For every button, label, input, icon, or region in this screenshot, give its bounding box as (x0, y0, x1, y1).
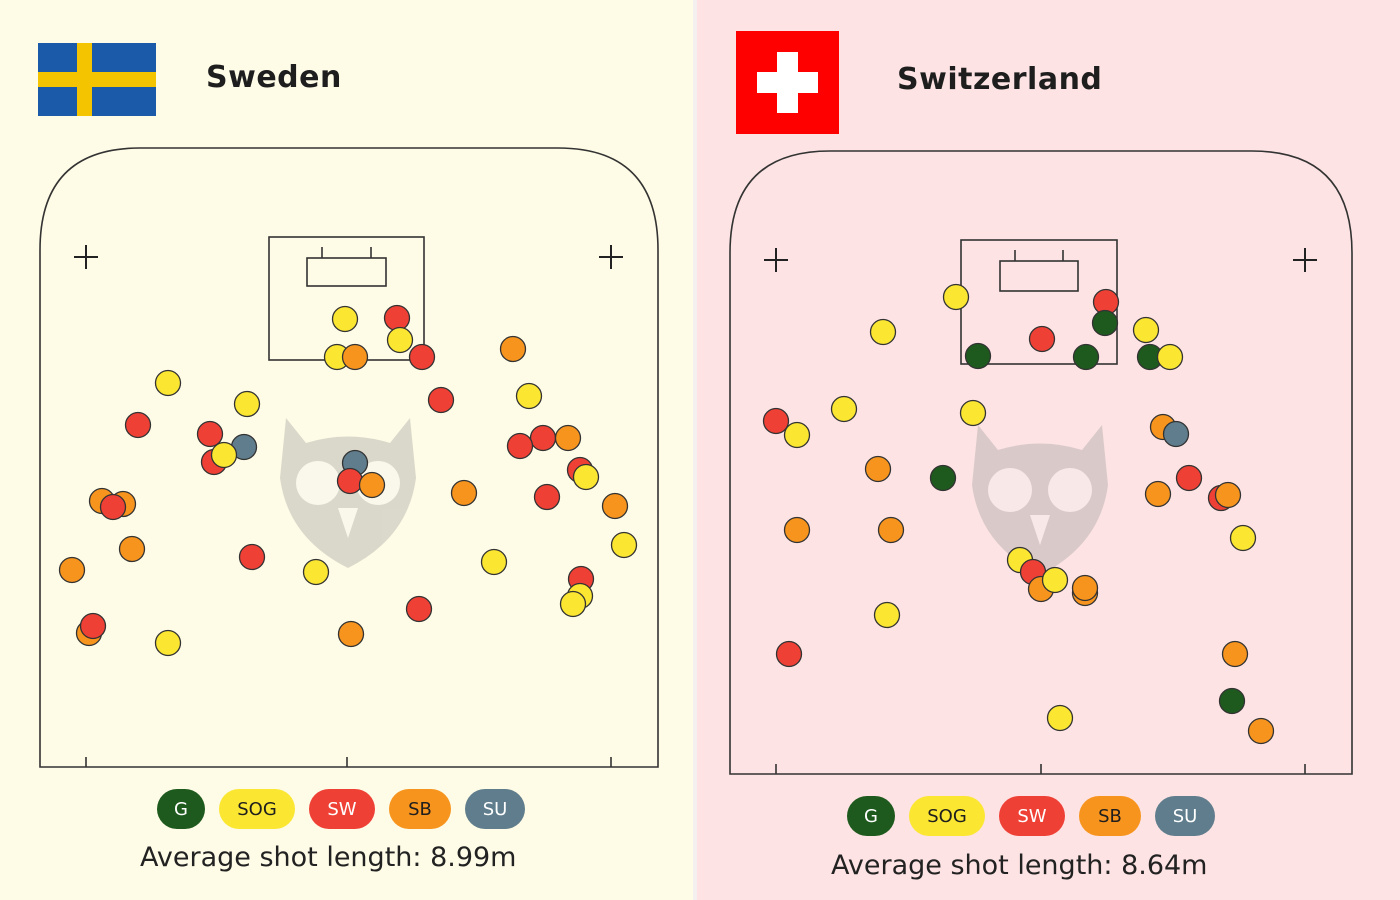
legend-g: G (157, 789, 205, 829)
shot-point-sb (864, 455, 892, 483)
sweden-legend: G SOG SW SB SU (157, 789, 525, 829)
shot-point-sog (233, 390, 261, 418)
shot-point-sw (196, 420, 224, 448)
shot-point-sw (124, 411, 152, 439)
shot-point-g (1091, 309, 1119, 337)
shot-point-sw (1175, 464, 1203, 492)
shot-point-sw (383, 304, 411, 332)
shot-point-sog (154, 629, 182, 657)
switzerland-legend: G SOG SW SB SU (847, 796, 1215, 836)
shot-point-sog (783, 421, 811, 449)
legend-g: G (847, 796, 895, 836)
shot-point-su (1162, 420, 1190, 448)
shot-point-sb (554, 424, 582, 452)
switzerland-shot-map (729, 150, 1353, 775)
shot-point-sb (1144, 480, 1172, 508)
shot-point-sw (336, 467, 364, 495)
sweden-panel: Sweden G SOG SW SB SU Average s (0, 0, 693, 900)
shot-point-sb (1214, 481, 1242, 509)
faceoff-marks (74, 245, 623, 269)
shot-point-g (929, 464, 957, 492)
switzerland-flag-icon (736, 31, 839, 134)
shot-point-sog (1132, 316, 1160, 344)
shot-point-sw (1028, 325, 1056, 353)
legend-su: SU (1155, 796, 1215, 836)
legend-sb: SB (389, 789, 451, 829)
rink-outline (39, 147, 659, 768)
shot-point-g (964, 342, 992, 370)
sweden-shot-points (58, 304, 638, 657)
shot-point-sw (408, 343, 436, 371)
shot-point-sb (1071, 574, 1099, 602)
shot-point-sog (1229, 524, 1257, 552)
shot-point-sb (450, 479, 478, 507)
shot-point-sw (99, 493, 127, 521)
team-name-switzerland: Switzerland (897, 62, 1103, 97)
shot-point-sog (830, 395, 858, 423)
team-name-sweden: Sweden (206, 60, 342, 95)
shot-point-sw (533, 483, 561, 511)
shot-point-sog (515, 382, 543, 410)
shot-point-sog (572, 463, 600, 491)
owl-watermark (972, 425, 1108, 575)
shot-point-sb (358, 471, 386, 499)
switzerland-shot-points (762, 283, 1275, 745)
shot-point-sog (959, 399, 987, 427)
shot-point-sw (238, 543, 266, 571)
switzerland-panel: Switzerland G SOG SW SB SU Aver (697, 0, 1400, 900)
shot-point-sog (386, 326, 414, 354)
legend-sog: SOG (219, 789, 295, 829)
shot-point-sb (337, 620, 365, 648)
shot-point-sw (427, 386, 455, 414)
shot-point-sb (1221, 640, 1249, 668)
shot-point-sw (775, 640, 803, 668)
legend-su: SU (465, 789, 525, 829)
shot-point-sog (210, 441, 238, 469)
shot-point-g (1218, 687, 1246, 715)
shot-point-sog (1156, 343, 1184, 371)
shot-point-sog (559, 590, 587, 618)
sweden-shot-map (39, 147, 659, 768)
switzerland-average-shot-length: Average shot length: 8.64m (831, 850, 1208, 881)
panel-divider (693, 0, 697, 900)
shot-point-sb (118, 535, 146, 563)
shot-point-sog (1041, 566, 1069, 594)
shot-point-sog (331, 305, 359, 333)
shot-point-g (1072, 343, 1100, 371)
shot-point-sog (942, 283, 970, 311)
shot-point-sog (873, 601, 901, 629)
shot-point-sog (480, 548, 508, 576)
shot-point-sw (405, 595, 433, 623)
shot-point-sb (601, 492, 629, 520)
shot-point-sb (499, 335, 527, 363)
legend-sog: SOG (909, 796, 985, 836)
shot-point-sb (877, 516, 905, 544)
shot-point-sog (869, 318, 897, 346)
legend-sb: SB (1079, 796, 1141, 836)
sweden-average-shot-length: Average shot length: 8.99m (140, 842, 517, 873)
shot-point-sog (154, 369, 182, 397)
shot-point-sw (529, 424, 557, 452)
sweden-flag-icon (38, 43, 156, 116)
shot-point-sb (783, 516, 811, 544)
legend-sw: SW (309, 789, 375, 829)
shot-point-sb (341, 343, 369, 371)
shot-point-sw (506, 432, 534, 460)
shot-point-sw (79, 612, 107, 640)
shot-point-sw (762, 407, 790, 435)
shot-point-sog (302, 558, 330, 586)
faceoff-marks (764, 248, 1317, 272)
shot-point-sog (610, 531, 638, 559)
shot-point-sb (58, 556, 86, 584)
shot-point-sog (1046, 704, 1074, 732)
legend-sw: SW (999, 796, 1065, 836)
shot-point-sb (1247, 717, 1275, 745)
